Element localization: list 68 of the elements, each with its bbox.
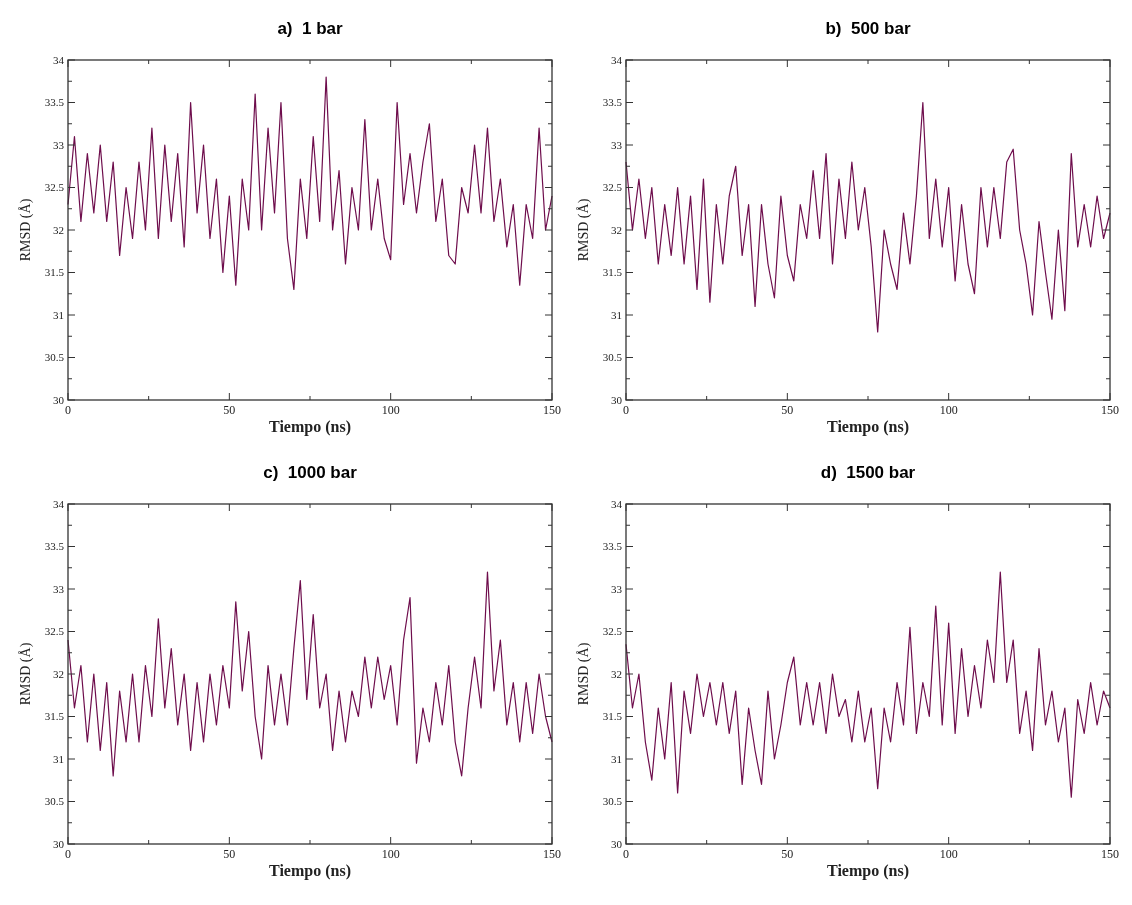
y-tick-label: 33.5 <box>602 96 623 109</box>
y-tick-label: 30.5 <box>602 351 623 364</box>
chart-title: d) 1500 bar <box>820 463 916 482</box>
x-tick-label: 150 <box>1101 403 1119 417</box>
chart-title: a) 1 bar <box>277 19 343 38</box>
y-tick-label: 33 <box>611 582 623 595</box>
y-tick-label: 30.5 <box>44 351 65 364</box>
y-axis-title: RMSD (Å) <box>576 198 592 262</box>
y-tick-label: 33 <box>611 138 623 151</box>
y-tick-label: 32.5 <box>44 181 65 194</box>
y-tick-label: 30 <box>611 837 623 850</box>
y-tick-label: 31.5 <box>602 266 623 279</box>
y-tick-label: 30.5 <box>602 795 623 808</box>
x-tick-label: 0 <box>65 847 71 861</box>
y-tick-label: 31.5 <box>602 710 623 723</box>
y-tick-label: 31 <box>611 308 622 321</box>
y-tick-label: 32.5 <box>44 625 65 638</box>
x-axis-title: Tiempo (ns) <box>269 862 351 880</box>
x-tick-label: 50 <box>223 403 236 417</box>
y-tick-label: 32.5 <box>602 181 623 194</box>
x-tick-label: 150 <box>543 847 561 861</box>
x-tick-label: 0 <box>623 847 629 861</box>
y-tick-label: 32.5 <box>602 625 623 638</box>
y-tick-label: 31.5 <box>44 710 65 723</box>
line-series <box>625 571 1111 798</box>
y-tick-label: 30.5 <box>44 795 65 808</box>
chart-title: b) 500 bar <box>825 19 911 38</box>
x-tick-label: 50 <box>223 847 236 861</box>
chart-title: c) 1000 bar <box>263 463 358 482</box>
y-tick-label: 33.5 <box>44 96 65 109</box>
x-tick-label: 100 <box>381 403 400 417</box>
y-tick-label: 32 <box>53 223 64 236</box>
x-tick-label: 0 <box>623 403 629 417</box>
y-tick-label: 34 <box>611 53 623 66</box>
y-tick-label: 32 <box>611 223 622 236</box>
y-tick-label: 31 <box>611 752 622 765</box>
y-tick-label: 30 <box>611 393 623 406</box>
line-series <box>67 571 553 777</box>
x-tick-label: 100 <box>939 403 958 417</box>
x-tick-label: 100 <box>381 847 400 861</box>
y-tick-label: 34 <box>53 53 65 66</box>
y-tick-label: 31 <box>53 752 64 765</box>
y-axis-title: RMSD (Å) <box>576 642 592 706</box>
y-tick-label: 34 <box>611 497 623 510</box>
x-axis-title: Tiempo (ns) <box>827 862 909 880</box>
line-series <box>625 101 1111 333</box>
x-tick-label: 0 <box>65 403 71 417</box>
x-tick-label: 50 <box>781 403 794 417</box>
y-tick-label: 30 <box>53 393 65 406</box>
x-axis-title: Tiempo (ns) <box>269 418 351 436</box>
y-tick-label: 32 <box>53 667 64 680</box>
x-axis-title: Tiempo (ns) <box>827 418 909 436</box>
y-tick-label: 32 <box>611 667 622 680</box>
y-tick-label: 33 <box>53 138 65 151</box>
x-tick-label: 150 <box>1101 847 1119 861</box>
x-tick-label: 100 <box>939 847 958 861</box>
y-tick-label: 30 <box>53 837 65 850</box>
y-tick-label: 34 <box>53 497 65 510</box>
y-tick-label: 31 <box>53 308 64 321</box>
y-tick-label: 33.5 <box>44 540 65 553</box>
y-axis-title: RMSD (Å) <box>18 642 34 706</box>
line-series <box>67 76 553 291</box>
y-tick-label: 33 <box>53 582 65 595</box>
x-tick-label: 150 <box>543 403 561 417</box>
y-axis-title: RMSD (Å) <box>18 198 34 262</box>
x-tick-label: 50 <box>781 847 794 861</box>
y-tick-label: 33.5 <box>602 540 623 553</box>
y-tick-label: 31.5 <box>44 266 65 279</box>
